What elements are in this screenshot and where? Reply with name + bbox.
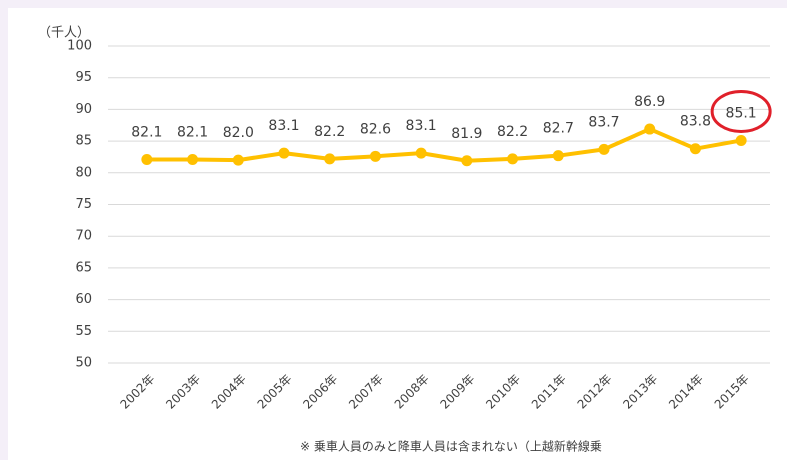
marker bbox=[232, 154, 244, 166]
line bbox=[146, 127, 742, 163]
data-label: 83.8 bbox=[680, 114, 711, 130]
marker bbox=[461, 155, 473, 167]
marker bbox=[689, 143, 701, 155]
marker bbox=[369, 150, 381, 162]
y-tick-label: 100 bbox=[67, 39, 92, 54]
marker bbox=[278, 147, 290, 159]
data-label: 83.7 bbox=[588, 114, 619, 130]
marker bbox=[141, 153, 153, 165]
panel bbox=[8, 8, 787, 460]
unit-label: （千人） bbox=[38, 26, 90, 41]
data-label: 82.2 bbox=[314, 124, 345, 140]
marker bbox=[324, 153, 336, 165]
y-tick-label: 50 bbox=[75, 356, 92, 371]
y-tick-label: 55 bbox=[75, 324, 92, 339]
data-label: 83.1 bbox=[268, 118, 299, 134]
highlight-circle bbox=[710, 89, 772, 133]
data-label: 82.7 bbox=[543, 121, 574, 137]
data-label: 82.2 bbox=[497, 124, 528, 140]
y-tick-label: 90 bbox=[75, 102, 92, 117]
data-label: 86.9 bbox=[634, 94, 665, 110]
marker bbox=[415, 147, 427, 159]
marker bbox=[507, 153, 519, 165]
data-label: 82.1 bbox=[177, 124, 208, 140]
y-tick-label: 95 bbox=[75, 70, 92, 85]
data-label: 82.0 bbox=[223, 125, 254, 141]
marker bbox=[187, 153, 199, 165]
marker bbox=[735, 134, 747, 146]
data-label: 82.6 bbox=[360, 121, 391, 137]
y-tick-label: 75 bbox=[75, 197, 92, 212]
marker bbox=[552, 150, 564, 162]
data-label: 81.9 bbox=[451, 126, 482, 142]
data-label: 85.1 bbox=[726, 105, 757, 121]
y-tick-label: 65 bbox=[75, 260, 92, 275]
marker bbox=[644, 123, 656, 135]
data-label: 82.1 bbox=[131, 124, 162, 140]
y-tick-label: 85 bbox=[75, 134, 92, 149]
y-tick-label: 80 bbox=[75, 165, 92, 180]
y-tick-label: 70 bbox=[75, 229, 92, 244]
marker bbox=[598, 143, 610, 155]
footnote: ※ 乗車人員のみと降車人員は含まれない（上越新幹線乗 bbox=[300, 439, 602, 454]
data-label: 83.1 bbox=[406, 118, 437, 134]
y-tick-label: 60 bbox=[75, 292, 92, 307]
